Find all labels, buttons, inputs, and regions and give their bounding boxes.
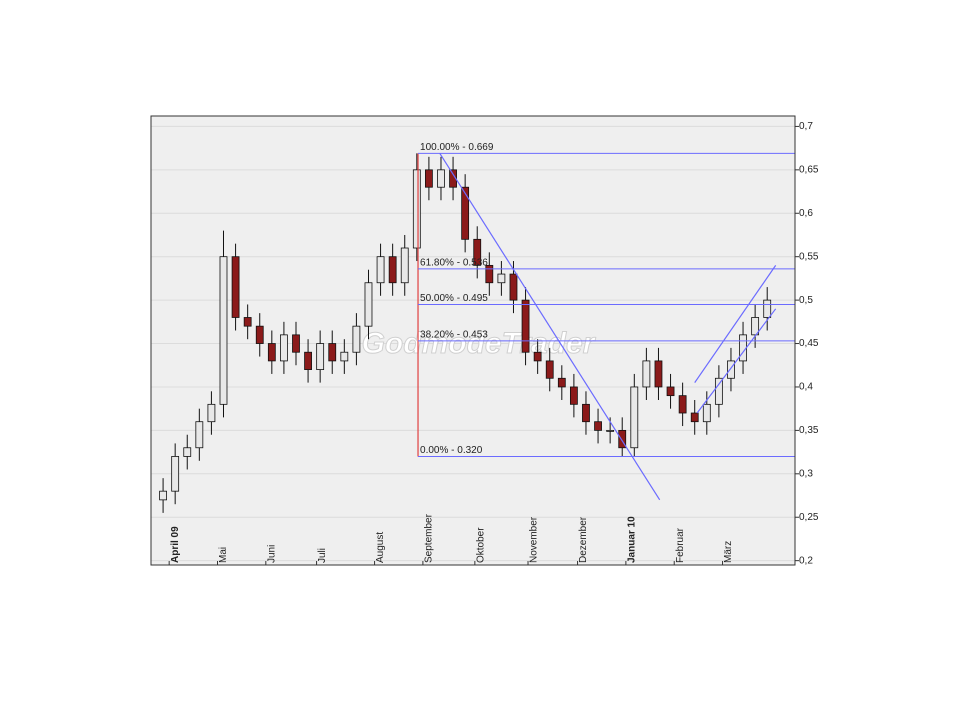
candle-body [497, 273, 506, 284]
candle-body [509, 273, 518, 301]
y-tick-label: 0,5 [799, 295, 813, 306]
x-tick-label: September [424, 513, 435, 563]
candle-body [582, 403, 590, 423]
candle-body [545, 360, 554, 379]
candle-body [533, 351, 542, 362]
candle-body [219, 256, 228, 405]
candle-body [485, 264, 494, 284]
candle-body [292, 334, 300, 353]
candle-body [364, 282, 373, 327]
candle-body [727, 360, 735, 379]
candle-body [376, 256, 385, 284]
candle-body [316, 343, 325, 370]
x-tick-label: März [723, 541, 734, 563]
candle-body [642, 360, 651, 388]
candle-body [678, 395, 687, 414]
candle-body [424, 169, 433, 188]
candle-body [243, 317, 252, 327]
candle-body [304, 351, 312, 370]
candle-body [159, 490, 167, 501]
candle-body [690, 412, 699, 423]
candle-body [461, 186, 470, 240]
candle-body [714, 377, 723, 405]
y-tick-label: 0,45 [799, 338, 819, 349]
fib-label: 100.00% - 0.669 [420, 142, 494, 153]
x-tick-label: Oktober [475, 527, 486, 563]
x-tick-label: November [529, 516, 540, 563]
candle-body [630, 386, 639, 449]
candle-body [594, 421, 602, 431]
fib-label: 38.20% - 0.453 [420, 330, 488, 341]
candle-body [400, 247, 409, 284]
x-tick-label: Juni [266, 545, 277, 563]
candle-body [666, 386, 675, 397]
candle-body [328, 343, 337, 362]
candle-body [751, 317, 760, 336]
candle-body [231, 256, 240, 318]
plot-border [150, 115, 796, 566]
x-tick-label: Mai [218, 547, 229, 563]
candle-body [569, 386, 578, 405]
candle-body [521, 299, 530, 353]
y-tick-label: 0,55 [799, 251, 819, 262]
watermark: GodmodeTrader [362, 327, 597, 360]
y-tick-label: 0,35 [799, 425, 819, 436]
candle-body [388, 256, 397, 284]
y-tick-label: 0,6 [799, 208, 813, 219]
trendline [439, 153, 661, 501]
candle-body [195, 421, 204, 449]
x-tick-label: Juli [317, 548, 328, 563]
y-tick-label: 0,7 [799, 121, 813, 132]
trendline [694, 265, 777, 383]
y-tick-label: 0,3 [799, 468, 813, 479]
y-tick-label: 0,25 [799, 512, 819, 523]
candle-body [255, 325, 264, 344]
candle-body [557, 377, 566, 388]
y-tick-label: 0,65 [799, 164, 819, 175]
candle-body [267, 343, 276, 362]
candle-body [763, 299, 772, 318]
candle-body [412, 169, 421, 249]
candle-body [654, 360, 663, 388]
fib-label: 61.80% - 0.536 [420, 257, 488, 268]
candle-body [280, 334, 288, 362]
candle-body [207, 403, 216, 423]
candle-body [352, 325, 361, 353]
trendline [696, 308, 777, 414]
candle-body [606, 429, 615, 432]
candle-body [183, 447, 192, 457]
candle-body [473, 238, 482, 266]
x-tick-label: Januar 10 [627, 516, 638, 563]
fib-label: 50.00% - 0.495 [420, 293, 488, 304]
candle-body [702, 403, 711, 423]
candle-body [618, 429, 627, 449]
x-tick-label: August [375, 532, 386, 563]
y-tick-label: 0,4 [799, 382, 813, 393]
y-tick-label: 0,2 [799, 555, 813, 566]
fib-label: 0.00% - 0.320 [420, 445, 483, 456]
candle-body [171, 456, 180, 492]
x-tick-label: Februar [675, 527, 686, 563]
candle-body [437, 169, 445, 188]
candle-body [340, 351, 349, 362]
candle-body [449, 169, 457, 188]
x-tick-label: April 09 [170, 526, 181, 563]
x-tick-label: Dezember [578, 516, 589, 563]
